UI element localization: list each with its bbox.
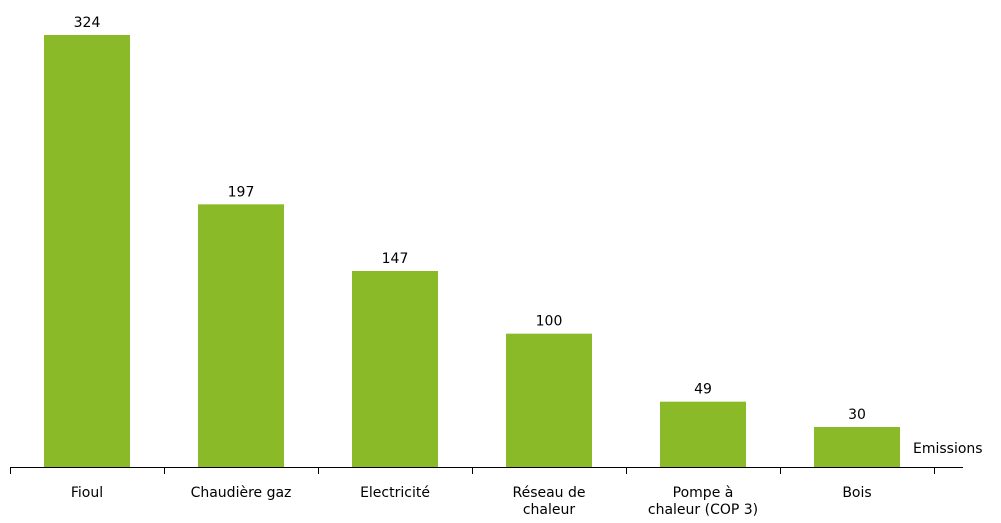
bar	[660, 401, 746, 467]
data-label: 324	[74, 15, 101, 31]
x-tick-label: Fioul	[70, 485, 104, 501]
data-label: 197	[228, 184, 255, 200]
data-label: 49	[694, 382, 712, 398]
x-tick-label: Réseau de chaleur	[512, 485, 586, 518]
bar	[352, 271, 438, 467]
bar	[44, 35, 130, 467]
bar	[198, 204, 284, 468]
bar	[506, 333, 592, 467]
x-tick-label: Pompe à chaleur (COP 3)	[647, 485, 759, 518]
x-tick-label: Bois	[842, 485, 872, 501]
data-label: 147	[382, 251, 409, 267]
bar	[814, 427, 900, 467]
x-tick-label: Chaudière gaz	[190, 485, 292, 501]
x-tick-label: Electricité	[360, 485, 430, 501]
legend-entry: Emissions	[913, 441, 983, 457]
data-label: 30	[848, 407, 866, 423]
data-label: 100	[536, 314, 563, 330]
